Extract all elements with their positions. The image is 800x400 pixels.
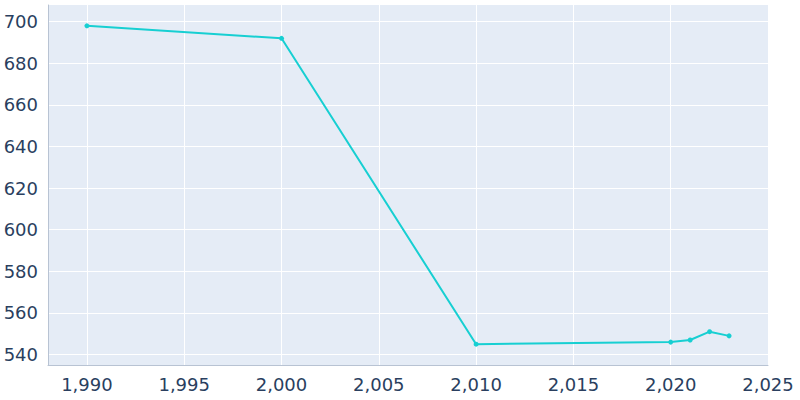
svg-text:640: 640 (4, 136, 38, 157)
svg-text:580: 580 (4, 261, 38, 282)
svg-text:660: 660 (4, 94, 38, 115)
svg-text:2,025: 2,025 (742, 374, 794, 395)
svg-text:2,005: 2,005 (353, 374, 405, 395)
svg-text:540: 540 (4, 344, 38, 365)
svg-text:1,990: 1,990 (61, 374, 113, 395)
svg-text:600: 600 (4, 219, 38, 240)
svg-text:2,000: 2,000 (256, 374, 308, 395)
svg-text:620: 620 (4, 178, 38, 199)
svg-text:2,010: 2,010 (450, 374, 502, 395)
svg-text:2,015: 2,015 (548, 374, 600, 395)
svg-text:680: 680 (4, 53, 38, 74)
svg-text:1,995: 1,995 (158, 374, 210, 395)
svg-text:700: 700 (4, 11, 38, 32)
svg-text:2,020: 2,020 (645, 374, 697, 395)
svg-text:560: 560 (4, 302, 38, 323)
